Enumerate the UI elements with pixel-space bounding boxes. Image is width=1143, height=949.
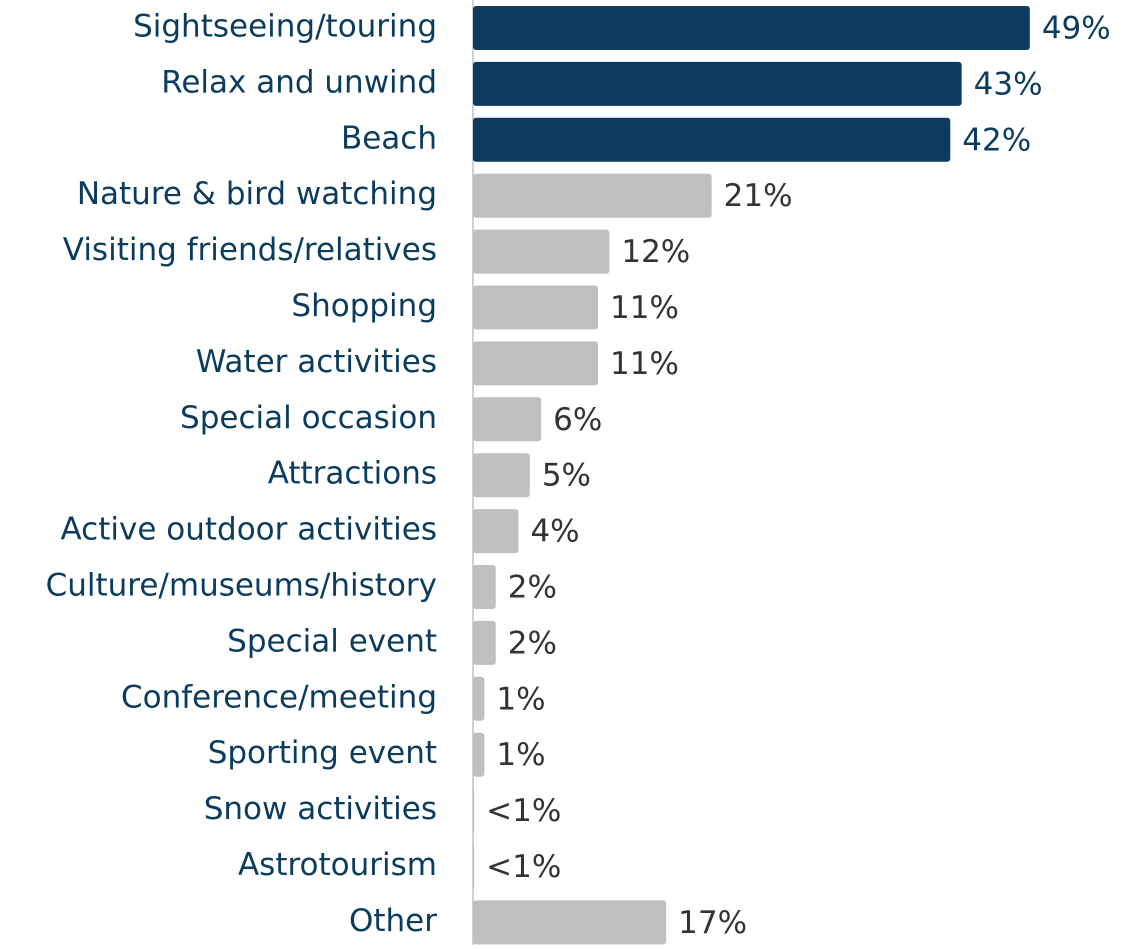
bar <box>473 397 542 442</box>
category-label: Other <box>349 903 437 939</box>
value-label: 2% <box>508 625 557 661</box>
value-label: 2% <box>508 570 557 606</box>
category-label: Nature & bird watching <box>77 176 437 212</box>
category-label: Attractions <box>268 456 437 492</box>
bar <box>473 676 485 721</box>
value-label: 21% <box>724 178 793 214</box>
bar <box>473 509 519 554</box>
category-label: Shopping <box>291 288 437 324</box>
category-label: Conference/meeting <box>121 679 437 715</box>
value-label: 11% <box>610 346 679 382</box>
bar <box>473 6 1030 50</box>
value-label: 43% <box>974 66 1043 102</box>
bar <box>473 341 598 386</box>
value-label: 49% <box>1042 11 1111 47</box>
value-label: 6% <box>553 402 602 438</box>
bar <box>473 285 598 330</box>
value-label: 5% <box>542 458 591 494</box>
bar <box>473 229 610 274</box>
category-label: Culture/museums/history <box>46 568 437 604</box>
bar <box>473 61 962 106</box>
category-label: Sightseeing/touring <box>133 9 437 45</box>
category-label: Beach <box>341 120 437 156</box>
bar <box>473 844 475 889</box>
value-label: <1% <box>486 849 561 885</box>
bar <box>473 788 475 833</box>
value-label: 42% <box>962 122 1031 158</box>
value-label: 12% <box>621 234 690 270</box>
category-label: Active outdoor activities <box>61 512 437 548</box>
bar <box>473 732 485 777</box>
value-label: <1% <box>486 793 561 829</box>
category-label: Special event <box>227 623 437 659</box>
value-label: 1% <box>496 681 545 717</box>
bar <box>473 900 667 945</box>
category-label: Astrotourism <box>238 847 437 883</box>
value-label: 11% <box>610 290 679 326</box>
category-label: Visiting friends/relatives <box>63 232 437 268</box>
category-label: Special occasion <box>180 400 437 436</box>
bar <box>473 453 530 498</box>
bar <box>473 620 496 665</box>
category-label: Relax and unwind <box>161 64 437 100</box>
bar <box>473 565 496 609</box>
value-label: 17% <box>678 905 747 941</box>
value-label: 4% <box>530 514 579 550</box>
bar <box>473 117 951 162</box>
category-label: Water activities <box>196 344 437 380</box>
value-label: 1% <box>496 737 545 773</box>
category-label: Sporting event <box>208 735 437 771</box>
category-label: Snow activities <box>204 791 437 827</box>
bar <box>473 173 712 218</box>
